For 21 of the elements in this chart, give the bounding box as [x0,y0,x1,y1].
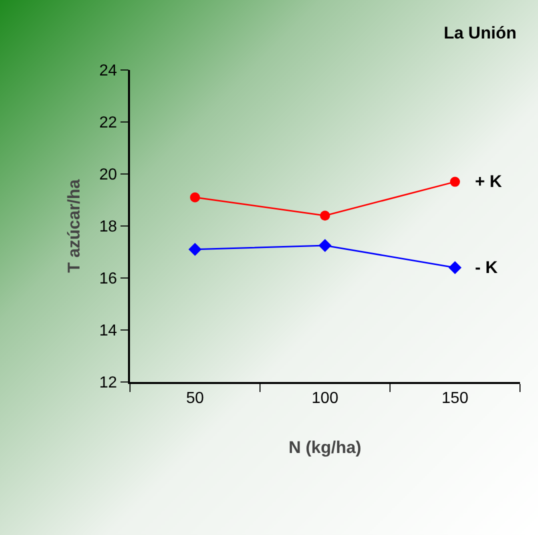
y-tick-label: 16 [99,270,118,288]
y-tick-label: 22 [99,114,118,132]
y-tick-label: 12 [99,374,118,392]
x-tick-label: 150 [442,390,468,407]
point [448,261,462,274]
point [188,242,202,256]
series-label: - K [475,258,498,277]
chart-title: La Unión [444,24,516,43]
x-tick-label: 50 [186,390,204,407]
point [318,239,332,252]
y-tick-label: 20 [99,166,118,184]
point [450,176,460,187]
series-label: + K [475,172,503,191]
point [320,210,330,221]
y-axis-title: T azúcar/ha [64,178,84,273]
x-axis-title: N (kg/ha) [288,438,362,457]
y-tick-label: 24 [99,62,118,80]
y-tick-label: 18 [99,218,118,236]
y-tick-label: 14 [99,322,118,340]
point [190,192,200,202]
x-tick-label: 100 [312,390,338,407]
